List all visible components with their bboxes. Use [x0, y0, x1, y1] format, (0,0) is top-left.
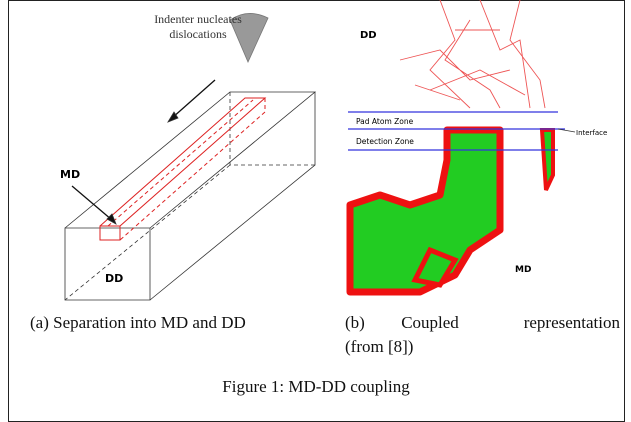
interface-label: Interface	[576, 129, 607, 137]
md-label: MD	[60, 168, 80, 181]
md-atoms	[542, 130, 553, 190]
md-label: MD	[515, 265, 531, 275]
caption-b: Coupled	[401, 313, 459, 332]
indenter-label: Indenter nucleates	[154, 12, 242, 26]
figure-caption: Figure 1: MD-DD coupling	[222, 377, 410, 396]
zone-label: Detection Zone	[356, 137, 414, 146]
caption-a: (a) Separation into MD and DD	[30, 313, 246, 332]
caption-b: (from [8])	[345, 337, 413, 356]
caption-b: (b)	[345, 313, 365, 332]
dd-label: DD	[105, 272, 123, 285]
dd-label: DD	[360, 30, 377, 41]
caption-b: representation	[524, 313, 621, 332]
figure: Indenter nucleates dislocations MD DD (a…	[0, 0, 631, 422]
indenter-label: dislocations	[169, 27, 227, 41]
zone-label: Pad Atom Zone	[356, 117, 414, 126]
